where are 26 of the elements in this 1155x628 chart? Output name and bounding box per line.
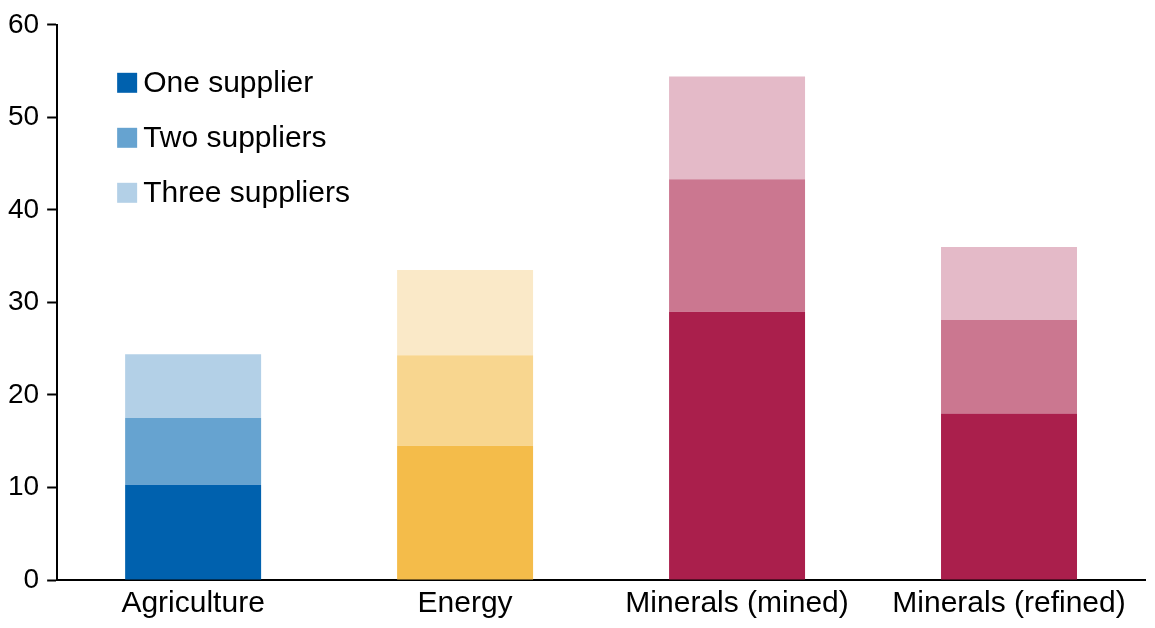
x-tick-label: Minerals (refined) xyxy=(892,585,1126,619)
bar xyxy=(941,246,1078,320)
bar xyxy=(397,270,534,356)
bar xyxy=(669,76,806,180)
bar xyxy=(125,418,262,485)
bar xyxy=(941,413,1078,580)
bar xyxy=(669,311,806,580)
legend-label: Three suppliers xyxy=(143,175,350,209)
x-tick-label: Agriculture xyxy=(121,585,265,619)
bar xyxy=(941,319,1078,414)
bar xyxy=(397,355,534,446)
bar xyxy=(125,354,262,419)
bar xyxy=(397,445,534,580)
bar xyxy=(669,179,806,312)
y-tick-label: 40 xyxy=(7,192,40,224)
x-tick-label: Energy xyxy=(417,585,513,619)
y-tick-label: 30 xyxy=(7,285,40,317)
y-tick-label: 10 xyxy=(7,470,40,502)
bar xyxy=(125,484,262,580)
y-tick-label: 60 xyxy=(7,7,40,39)
x-tick-label: Minerals (mined) xyxy=(625,585,849,619)
y-tick-label: 0 xyxy=(23,562,40,594)
y-tick-label: 50 xyxy=(7,100,40,132)
legend-label: Two suppliers xyxy=(143,120,327,154)
y-tick-label: 20 xyxy=(7,377,40,409)
legend-label: One supplier xyxy=(143,65,314,99)
